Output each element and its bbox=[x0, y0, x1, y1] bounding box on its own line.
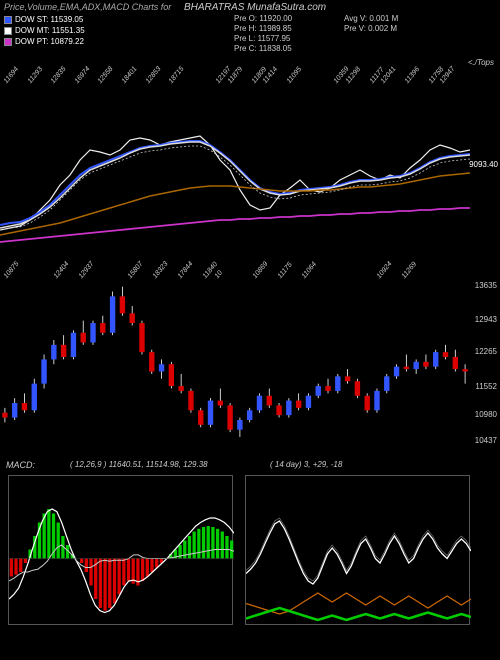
ohlc-open: Pre O: 11920.00 bbox=[234, 14, 292, 24]
ohlc-high: Pre H: 11989.85 bbox=[234, 24, 292, 34]
legend-block: DOW ST: 11539.05 DOW MT: 11551.35 DOW PT… bbox=[4, 14, 85, 47]
candlestick-svg bbox=[0, 285, 470, 440]
tops-link[interactable]: <./Tops bbox=[468, 58, 494, 67]
macd-svg bbox=[9, 476, 234, 626]
legend-dow-mt: DOW MT: 11551.35 bbox=[4, 25, 85, 36]
adx-svg bbox=[246, 476, 471, 626]
candlestick-panel bbox=[0, 285, 470, 440]
macd-panel bbox=[8, 475, 233, 625]
xaxis-mid: 1087512404129371580718323178441184010108… bbox=[0, 250, 470, 280]
title-symbol: BHARATRAS MunafaSutra.com bbox=[184, 2, 326, 13]
panel1-ylabel: 9093.40 bbox=[469, 160, 498, 169]
legend-box-pt bbox=[4, 38, 12, 46]
vol-pre: Pre V: 0.002 M bbox=[344, 24, 398, 34]
legend-box-mt bbox=[4, 27, 12, 35]
legend-dow-pt: DOW PT: 10879.22 bbox=[4, 36, 85, 47]
price-ma-svg bbox=[0, 90, 470, 245]
legend-dow-st: DOW ST: 11539.05 bbox=[4, 14, 85, 25]
ohlc-low: Pre L: 11577.95 bbox=[234, 34, 292, 44]
legend-label-pt: DOW PT: 10879.22 bbox=[15, 37, 84, 46]
macd-label: MACD: bbox=[6, 460, 35, 470]
volume-block: Avg V: 0.001 M Pre V: 0.002 M bbox=[344, 14, 398, 34]
chart-header: Price,Volume,EMA,ADX,MACD Charts for BHA… bbox=[4, 2, 496, 52]
legend-label-mt: DOW MT: 11551.35 bbox=[15, 26, 85, 35]
adx-params: ( 14 day) 3, +29, -18 bbox=[270, 460, 342, 469]
price-ma-panel: 9093.40 bbox=[0, 90, 470, 245]
macd-params: ( 12,26,9 ) 11640.51, 11514.98, 129.38 bbox=[70, 460, 208, 469]
legend-label-st: DOW ST: 11539.05 bbox=[15, 15, 83, 24]
ohlc-close: Pre C: 11838.05 bbox=[234, 44, 292, 54]
legend-box-st bbox=[4, 16, 12, 24]
adx-panel bbox=[245, 475, 470, 625]
title-left: Price,Volume,EMA,ADX,MACD Charts for bbox=[4, 2, 171, 12]
vol-avg: Avg V: 0.001 M bbox=[344, 14, 398, 24]
ohlc-block: Pre O: 11920.00 Pre H: 11989.85 Pre L: 1… bbox=[234, 14, 292, 54]
xaxis-top: 1169411293128351697412558184011285318715… bbox=[0, 55, 470, 85]
